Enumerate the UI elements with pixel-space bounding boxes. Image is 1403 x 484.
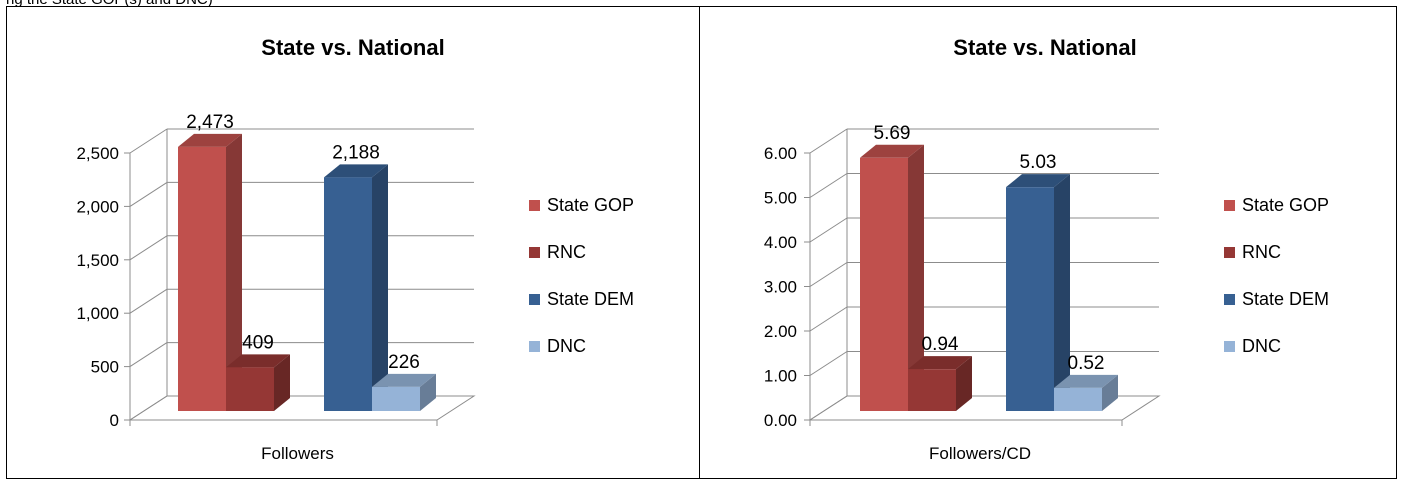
- side-wall-gridline: [809, 306, 848, 332]
- chart-title: State vs. National: [261, 35, 444, 60]
- bar-side: [274, 354, 290, 411]
- y-tick-label: 1,000: [76, 304, 119, 323]
- bar-front: [178, 146, 226, 411]
- side-wall-gridline: [129, 288, 168, 314]
- data-label: 2,473: [186, 112, 234, 133]
- chart-title: State vs. National: [953, 35, 1136, 60]
- side-wall-gridline: [809, 262, 848, 287]
- bar-top: [178, 133, 242, 147]
- legend-swatch: [1224, 247, 1235, 258]
- bar-front: [1006, 187, 1054, 411]
- side-wall-gridline: [809, 128, 848, 154]
- side-wall-gridline: [129, 181, 168, 207]
- data-label: 5.69: [874, 123, 911, 144]
- bar-state-gop: [178, 133, 242, 411]
- data-label: 409: [242, 332, 274, 353]
- bar-top: [1054, 374, 1118, 388]
- legend-entry: DNC: [1242, 336, 1281, 356]
- legend-entry: RNC: [547, 242, 586, 262]
- chart-followers: State vs. National 0 500 1,000 1,500 2,000 2,5…: [76, 35, 634, 463]
- y-tick-label: 5.00: [764, 189, 797, 208]
- y-tick-label: 1,500: [76, 251, 119, 270]
- bar-side: [1054, 174, 1070, 411]
- bar-top: [372, 373, 436, 387]
- y-tick-label: 6.00: [764, 144, 797, 163]
- header-fragment: ng the State GOP(s) and DNC): [6, 0, 213, 9]
- side-wall-gridline: [809, 351, 848, 376]
- legend-swatch: [529, 294, 540, 305]
- bar-front: [860, 157, 908, 411]
- bar-dnc: [1054, 374, 1118, 411]
- y-tick-label: 3.00: [764, 278, 797, 297]
- side-wall-gridline: [809, 217, 848, 243]
- bar-state-gop: [860, 144, 924, 412]
- bar-top: [324, 164, 388, 178]
- y-tick-label: 2.00: [764, 322, 797, 341]
- category-label: Followers/CD: [929, 444, 1031, 463]
- bar-front: [372, 386, 420, 411]
- legend-entry: State DEM: [547, 289, 634, 309]
- bar-rnc: [226, 354, 290, 411]
- y-tick-label: 0.00: [764, 411, 797, 430]
- bar-side: [1102, 374, 1118, 411]
- data-label: 0.94: [922, 334, 959, 355]
- bar-top: [226, 354, 290, 368]
- bar-top: [860, 144, 924, 158]
- bar-front: [324, 177, 372, 411]
- y-tick-label: 1.00: [764, 367, 797, 386]
- bar-front: [226, 367, 274, 411]
- legend-swatch: [1224, 341, 1235, 352]
- side-wall-gridline: [809, 173, 848, 198]
- chart-panel-followers: State vs. National 0 500 1,000 1,500 2,000 2,5…: [6, 6, 700, 479]
- side-wall-gridline: [129, 128, 168, 154]
- legend-swatch: [529, 247, 540, 258]
- legend-entry: RNC: [1242, 242, 1281, 262]
- bar-dnc: [372, 373, 436, 411]
- chart-followers-per-cd: State vs. National 0.00 1.00 2.00 3.00 4.00 5.…: [764, 35, 1329, 463]
- bar-top: [908, 356, 972, 370]
- chart-panel-followers-per-cd: State vs. National 0.00 1.00 2.00 3.00 4.00 5.…: [699, 6, 1397, 479]
- legend-entry: DNC: [547, 336, 586, 356]
- data-label: 226: [388, 352, 420, 373]
- bar-front: [1054, 387, 1102, 411]
- bar-state-dem: [324, 164, 388, 411]
- data-label: 0.52: [1068, 353, 1105, 374]
- legend-entry: State GOP: [547, 195, 634, 215]
- legend-entry: State GOP: [1242, 195, 1329, 215]
- y-tick-label: 0: [110, 411, 119, 430]
- bar-top: [1006, 174, 1070, 188]
- legend-swatch: [529, 200, 540, 211]
- legend-swatch: [529, 341, 540, 352]
- y-tick-label: 500: [91, 358, 119, 377]
- floor-outline: [808, 395, 1161, 421]
- bar-rnc: [908, 356, 972, 411]
- data-label: 2,188: [332, 142, 380, 163]
- y-tick-label: 4.00: [764, 233, 797, 252]
- y-tick-label: 2,500: [76, 144, 119, 163]
- floor-outline: [128, 395, 476, 421]
- category-label: Followers: [261, 444, 334, 463]
- bar-side: [956, 356, 972, 411]
- legend-swatch: [1224, 200, 1235, 211]
- bar-side: [372, 164, 388, 411]
- y-tick-label: 2,000: [76, 197, 119, 216]
- side-wall-gridline: [129, 342, 168, 368]
- legend-entry: State DEM: [1242, 289, 1329, 309]
- bar-state-dem: [1006, 174, 1070, 411]
- data-label: 5.03: [1020, 152, 1057, 173]
- bar-front: [908, 369, 956, 411]
- bar-side: [226, 133, 242, 411]
- side-wall-gridline: [129, 235, 168, 261]
- bar-side: [908, 144, 924, 412]
- legend-swatch: [1224, 294, 1235, 305]
- bar-side: [420, 373, 436, 411]
